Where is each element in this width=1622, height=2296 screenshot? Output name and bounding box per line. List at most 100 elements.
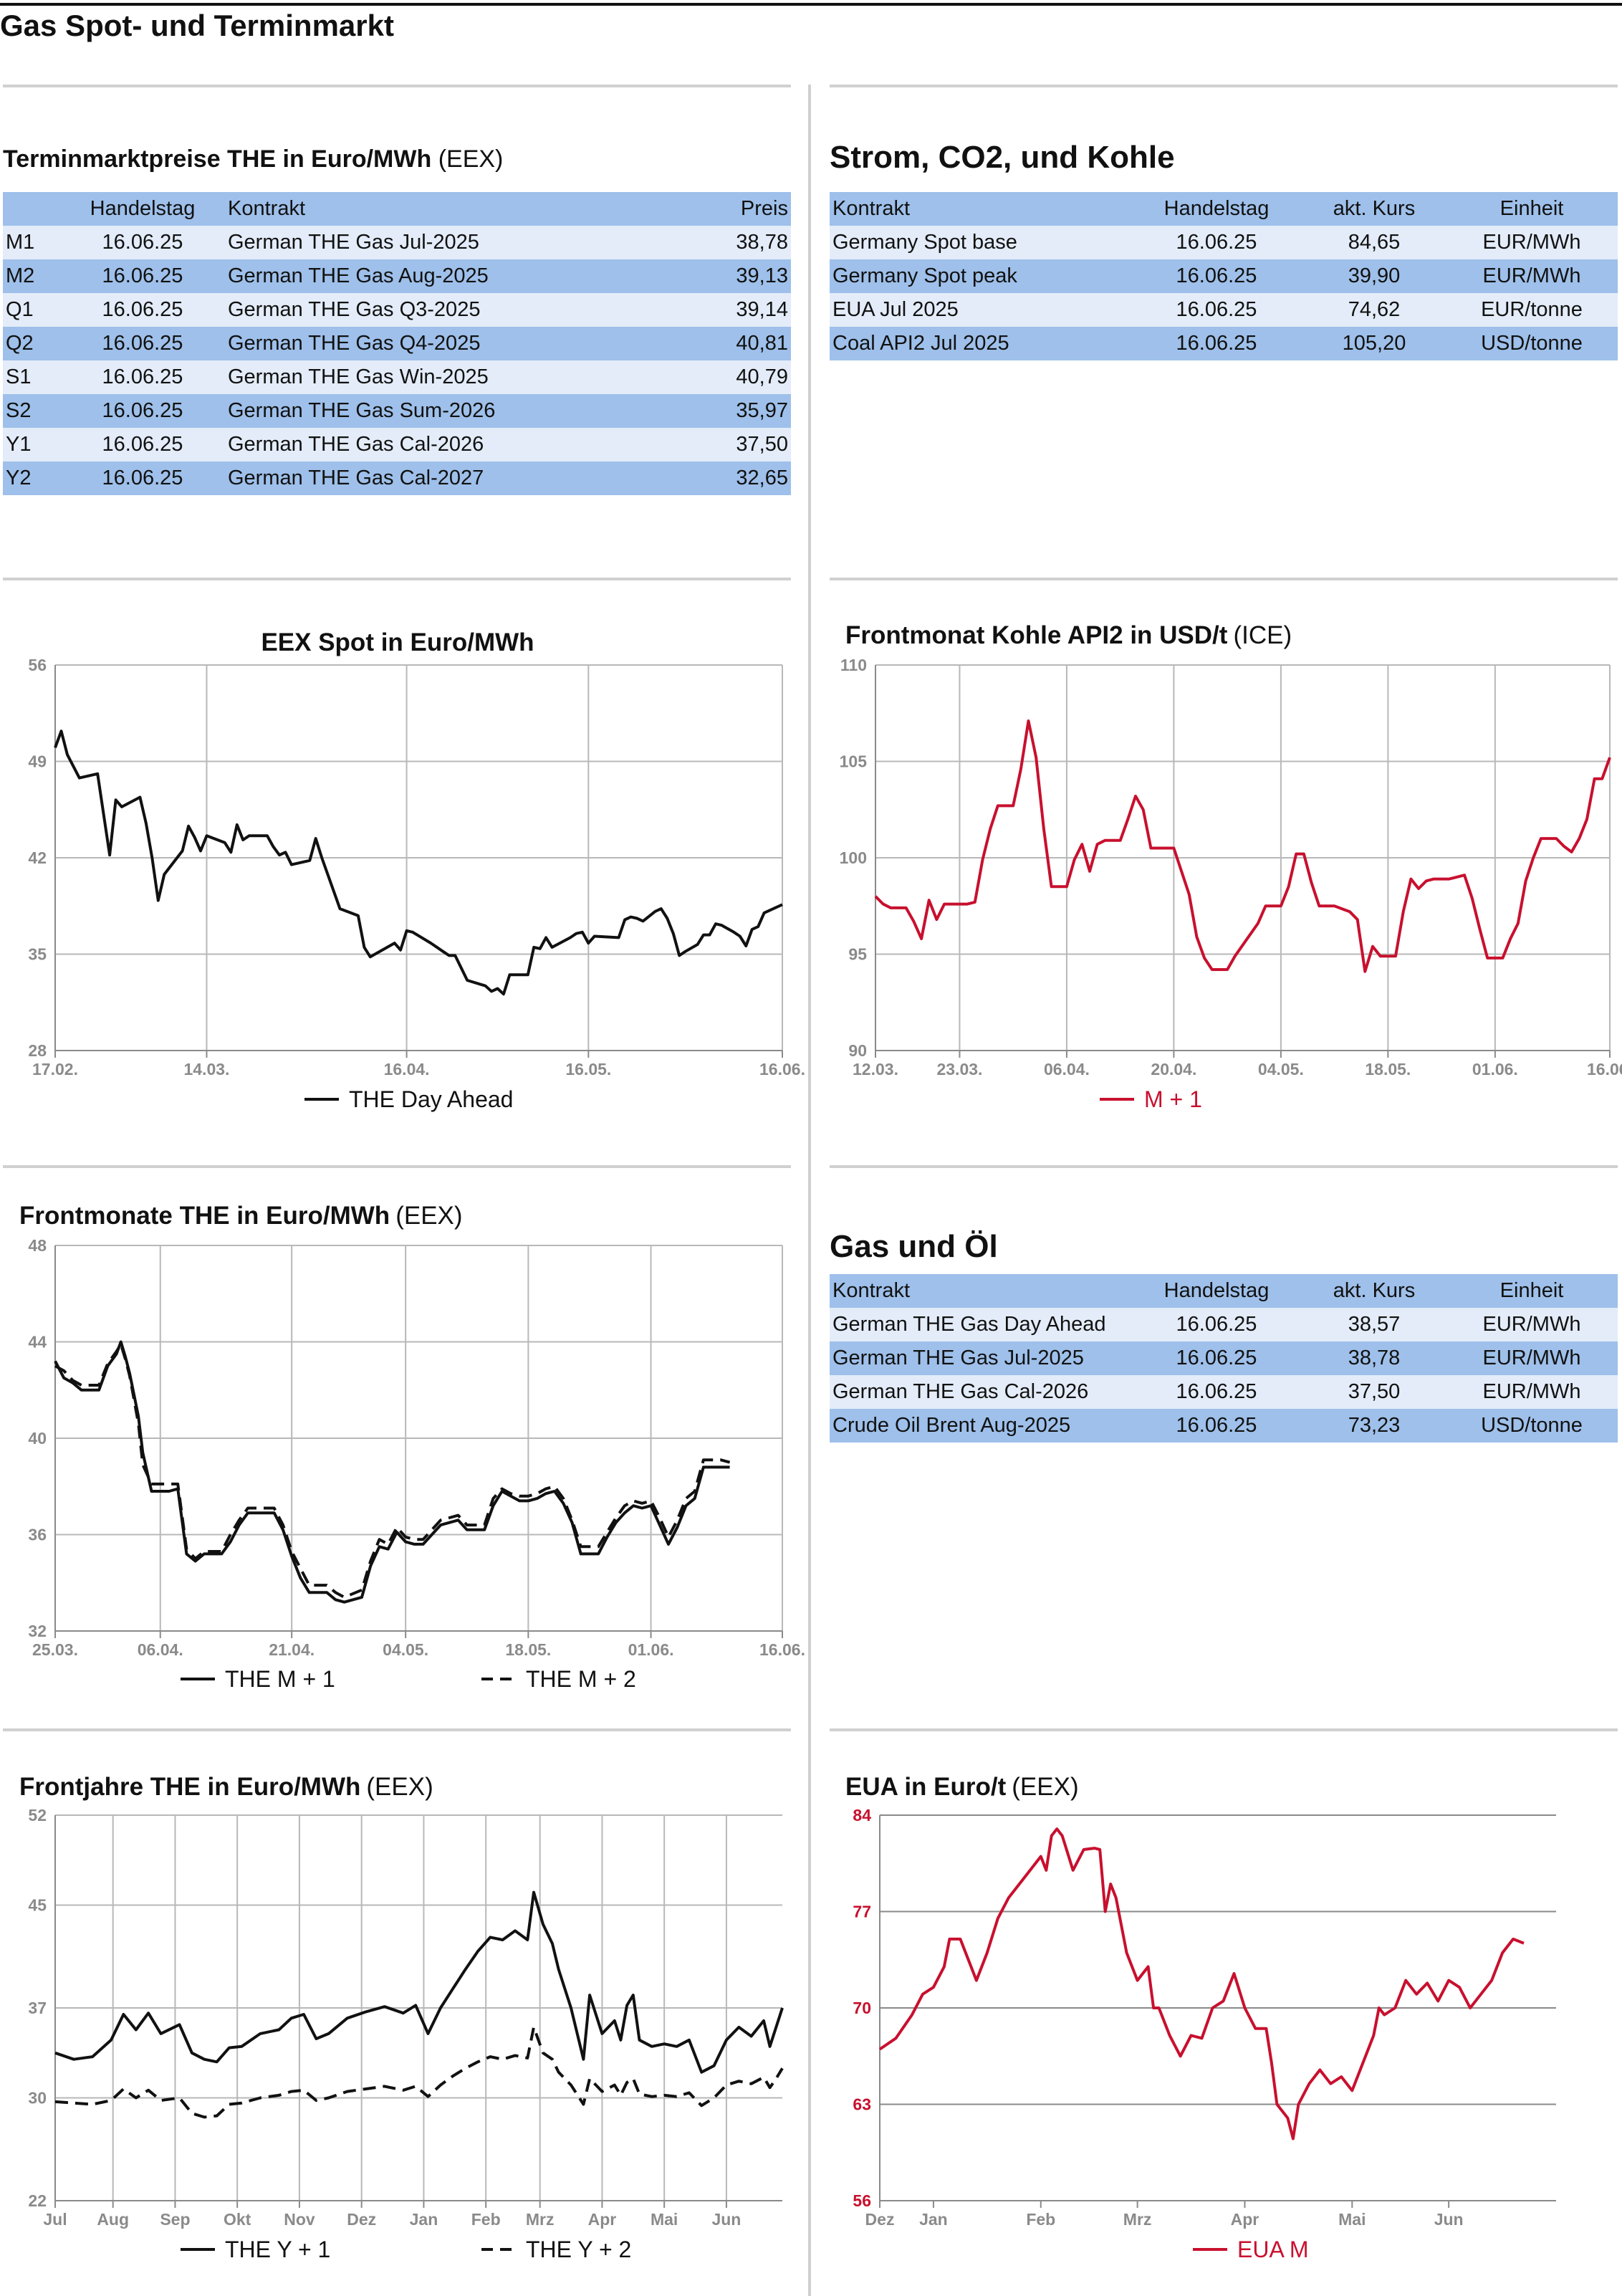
table-header-row: Handelstag Kontrakt Preis: [3, 192, 791, 226]
column-header: Handelstag: [1131, 1274, 1302, 1308]
x-tick-label: 01.06.: [628, 1640, 674, 1659]
x-tick-label: 18.05.: [1365, 1060, 1411, 1078]
table-cell: Germany Spot base: [830, 226, 1131, 259]
chart-source: (EEX): [366, 1773, 433, 1801]
x-tick-label: Mrz: [526, 2210, 555, 2229]
y-tick-label: 36: [28, 1526, 47, 1544]
table-cell: 39,13: [640, 259, 791, 293]
table-cell: 74,62: [1302, 293, 1446, 327]
table-cell: EUR/MWh: [1446, 1341, 1618, 1375]
table-cell: 16.06.25: [60, 428, 225, 461]
table-cell: German THE Gas Win-2025: [225, 360, 640, 394]
termin-title: Terminmarktpreise THE in Euro/MWh: [3, 145, 432, 173]
legend-label: THE Y + 2: [526, 2237, 631, 2262]
column-header: akt. Kurs: [1302, 1274, 1446, 1308]
top-rule: [0, 3, 1622, 6]
table-cell: 37,50: [1302, 1375, 1446, 1409]
column-header: Einheit: [1446, 192, 1618, 226]
table-cell: 73,23: [1302, 1409, 1446, 1443]
x-tick-label: Okt: [224, 2210, 251, 2229]
series-line-1: [54, 730, 783, 996]
x-tick-label: 14.03.: [183, 1060, 229, 1078]
page-title: Gas Spot- und Terminmarkt: [0, 9, 394, 42]
table-cell: USD/tonne: [1446, 327, 1618, 360]
table-cell: M1: [3, 226, 60, 259]
column-header: [3, 192, 60, 226]
x-tick-label: Apr: [588, 2210, 617, 2229]
y-tick-label: 100: [840, 848, 867, 867]
section-divider: [830, 578, 1618, 580]
table-cell: 16.06.25: [1131, 1341, 1302, 1375]
table-cell: Coal API2 Jul 2025: [830, 327, 1131, 360]
table-cell: 35,97: [640, 394, 791, 428]
y-tick-label: 45: [28, 1896, 47, 1915]
table-row: Y1 16.06.25 German THE Gas Cal-2026 37,50: [3, 428, 791, 461]
column-header: Einheit: [1446, 1274, 1618, 1308]
table-cell: EUR/tonne: [1446, 293, 1618, 327]
y-tick-label: 49: [28, 752, 47, 771]
y-tick-label: 56: [28, 656, 47, 674]
legend-label: M + 1: [1144, 1086, 1202, 1112]
legend-label: THE Y + 1: [225, 2237, 330, 2262]
table-cell: 38,57: [1302, 1308, 1446, 1341]
table-cell: EUR/MWh: [1446, 1308, 1618, 1341]
column-header: Kontrakt: [830, 1274, 1131, 1308]
table-cell: Q1: [3, 293, 60, 327]
series-line-1: [878, 1827, 1525, 2140]
x-tick-label: Dez: [347, 2210, 376, 2229]
table-cell: Germany Spot peak: [830, 259, 1131, 293]
column-header: Kontrakt: [830, 192, 1131, 226]
x-tick-label: 17.02.: [32, 1060, 78, 1078]
series-line-1: [54, 1340, 730, 1604]
table-cell: EUA Jul 2025: [830, 293, 1131, 327]
series-line-1: [54, 1890, 784, 2074]
chart-title: Frontmonate THE in Euro/MWh (EEX): [19, 1202, 463, 1230]
gasoel-title: Gas und Öl: [830, 1229, 998, 1264]
chart-source: (EEX): [1012, 1773, 1078, 1801]
table-cell: 16.06.25: [60, 293, 225, 327]
y-tick-label: 105: [840, 752, 868, 771]
table-header-row: Kontrakt Handelstag akt. Kurs Einheit: [830, 1274, 1618, 1308]
y-tick-label: 77: [853, 1903, 871, 1921]
x-tick-label: 16.04.: [384, 1060, 430, 1078]
table-row: Germany Spot base 16.06.25 84,65 EUR/MWh: [830, 226, 1618, 259]
chart-title-text: EEX Spot in Euro/MWh: [261, 628, 534, 656]
x-tick-label: Jan: [919, 2210, 948, 2229]
chart-title: EUA in Euro/t (EEX): [845, 1773, 1079, 1801]
termin-table: Handelstag Kontrakt Preis M1 16.06.25 German …: [3, 192, 791, 495]
chart-source: (EEX): [395, 1202, 462, 1230]
chart-title-text: Frontmonat Kohle API2 in USD/t: [845, 621, 1228, 649]
y-tick-label: 22: [28, 2191, 47, 2210]
table-cell: German THE Gas Q3-2025: [225, 293, 640, 327]
table-row: S2 16.06.25 German THE Gas Sum-2026 35,97: [3, 394, 791, 428]
gasoel-table: Kontrakt Handelstag akt. Kurs Einheit German…: [830, 1274, 1618, 1443]
series-line-1: [874, 719, 1611, 973]
x-tick-label: Mai: [1338, 2210, 1366, 2229]
y-tick-label: 70: [853, 1999, 871, 2017]
x-tick-label: 04.05.: [1258, 1060, 1304, 1078]
legend-label: THE Day Ahead: [349, 1086, 513, 1112]
table-row: Coal API2 Jul 2025 16.06.25 105,20 USD/tonn…: [830, 327, 1618, 360]
table-cell: German THE Gas Cal-2026: [830, 1375, 1131, 1409]
x-tick-label: Nov: [284, 2210, 315, 2229]
table-cell: 37,50: [640, 428, 791, 461]
table-cell: 39,14: [640, 293, 791, 327]
table-cell: 16.06.25: [1131, 1308, 1302, 1341]
x-tick-label: 16.06.: [759, 1640, 805, 1659]
y-tick-label: 52: [28, 1806, 47, 1824]
column-divider: [808, 85, 811, 2296]
section-divider: [3, 1165, 791, 1168]
table-row: German THE Gas Day Ahead 16.06.25 38,57 EUR…: [830, 1308, 1618, 1341]
table-cell: EUR/MWh: [1446, 259, 1618, 293]
table-cell: Crude Oil Brent Aug-2025: [830, 1409, 1131, 1443]
x-tick-label: Jun: [711, 2210, 741, 2229]
table-cell: USD/tonne: [1446, 1409, 1618, 1443]
x-tick-label: 23.03.: [936, 1060, 982, 1078]
section-divider: [3, 578, 791, 580]
table-cell: German THE Gas Jul-2025: [830, 1341, 1131, 1375]
section-divider: [3, 1728, 791, 1731]
strom-table: Kontrakt Handelstag akt. Kurs Einheit German…: [830, 192, 1618, 360]
section-divider: [830, 85, 1618, 87]
table-cell: S1: [3, 360, 60, 394]
x-tick-label: 21.04.: [269, 1640, 315, 1659]
